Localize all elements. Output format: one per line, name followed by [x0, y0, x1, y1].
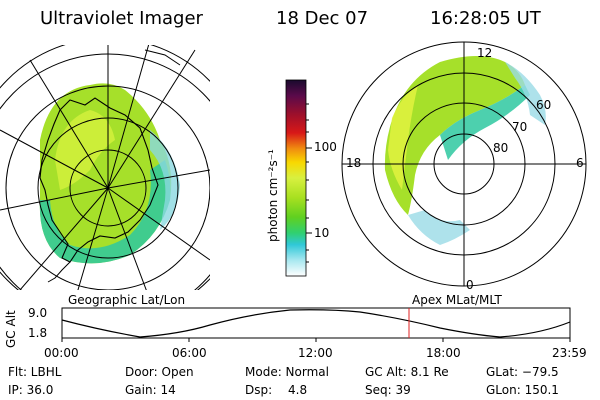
colorbar [285, 79, 307, 277]
right-map-caption: Apex MLat/MLT [412, 293, 502, 307]
altitude-ytick-bottom: 1.8 [28, 326, 48, 340]
right-aurora-tail [505, 62, 546, 125]
coastline [39, 97, 159, 263]
altitude-ytick-top: 9.0 [28, 306, 48, 320]
glon-info: GLon: 150.1 [486, 383, 559, 397]
mlt-label-6: 6 [576, 156, 584, 170]
right-aurora-cyan-fringe [408, 210, 470, 245]
altitude-xtick-1200: 12:00 [298, 346, 333, 360]
left-aurora-cyan-fringe [150, 130, 180, 230]
mlt-label-12: 12 [477, 46, 493, 60]
peninsula-coast [47, 261, 71, 283]
altitude-xtick-0000: 00:00 [44, 346, 79, 360]
filter-info: Flt: LBHL [8, 365, 62, 379]
mlat-label-60: 60 [536, 98, 552, 112]
left-aurora-edge [39, 160, 171, 264]
dsp-value: 4.8 [288, 383, 308, 397]
glat-info: GLat: −79.5 [486, 365, 559, 379]
time-label: 16:28:05 UT [430, 8, 541, 29]
seq-info: Seq: 39 [365, 383, 411, 397]
dsp-label: Dsp: [245, 383, 273, 397]
colorbar-unit-label: photon cm⁻²s⁻¹ [266, 149, 280, 242]
mlat-label-70: 70 [512, 120, 528, 134]
altitude-xtick-2359: 23:59 [552, 346, 587, 360]
mlat-label-80: 80 [493, 141, 509, 155]
mlt-label-18: 18 [346, 156, 362, 170]
gc-alt-info: GC Alt: 8.1 Re [365, 365, 449, 379]
left-map-caption: Geographic Lat/Lon [68, 293, 186, 307]
ip-info: IP: 36.0 [8, 383, 54, 397]
date-label: 18 Dec 07 [276, 8, 369, 29]
magnetic-map [341, 41, 587, 287]
altitude-xtick-1800: 18:00 [426, 346, 461, 360]
mlt-label-0: 0 [466, 278, 474, 292]
gain-info: Gain: 14 [125, 383, 176, 397]
colorbar-tick-100: 100 [314, 140, 337, 154]
altitude-ylabel: GC Alt [4, 310, 18, 348]
right-aurora-region [384, 56, 525, 215]
instrument-title: Ultraviolet Imager [40, 8, 203, 29]
australia-edge [144, 49, 181, 66]
geographic-map [0, 45, 210, 290]
right-aurora-edge [440, 85, 530, 160]
altitude-xtick-0600: 06:00 [172, 346, 207, 360]
colorbar-tick-10: 10 [314, 226, 330, 240]
door-info: Door: Open [125, 365, 194, 379]
mode-info: Mode: Normal [245, 365, 329, 379]
